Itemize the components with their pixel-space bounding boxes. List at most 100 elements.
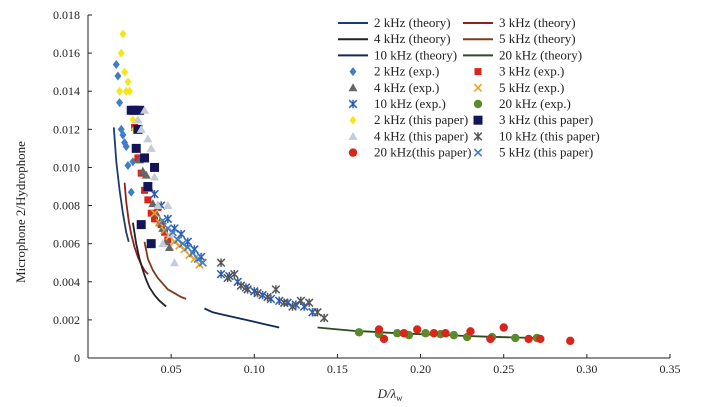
point-10-khz-this-paper — [313, 307, 322, 317]
point-2-khz-exp — [116, 98, 124, 108]
legend-label-5-khz-exp: 5 kHz (exp.) — [499, 80, 564, 95]
point-3-khz-this-paper — [133, 124, 143, 134]
point-3-khz-this-paper — [136, 220, 146, 230]
point-3-khz-this-paper — [150, 162, 160, 172]
point-20-khz-this-paper — [429, 329, 439, 338]
y-tick-label: 0.018 — [53, 8, 80, 22]
point-20-khz-this-paper — [566, 336, 575, 346]
point-3-khz-exp — [147, 209, 155, 217]
y-axis-label: Microphone 2/Hydrophone — [13, 141, 28, 283]
point-10-khz-this-paper — [304, 298, 314, 308]
point-20-khz-exp — [449, 330, 459, 340]
y-tick-label: 0.016 — [53, 46, 80, 60]
point-10-khz-this-paper — [319, 313, 329, 323]
axes: 0.05 0.10 0.15 0.20 0.25 0.30 0.35 0 0.002 0.004 0… — [53, 8, 681, 376]
point-2-khz-this-paper — [121, 67, 129, 77]
x-tick-label: 0.15 — [327, 362, 348, 376]
y-tick-label: 0.008 — [53, 199, 80, 213]
legend-swatch-20-khz-this-paper — [348, 148, 358, 157]
legend-swatch-4-khz-exp — [348, 83, 358, 92]
legend-label-4-khz-this-paper: 4 kHz (this paper) — [374, 128, 468, 143]
point-2-khz-exp — [112, 60, 120, 70]
legend-label-20-khz-this-paper: 20 kHz(this paper) — [374, 145, 471, 160]
point-10-khz-this-paper — [288, 302, 297, 311]
legend-swatch-5-khz-this-paper — [473, 148, 483, 157]
point-2-khz-this-paper — [119, 29, 127, 39]
point-5-khz-this-paper — [178, 239, 187, 248]
legend-label-4-khz-exp: 4 kHz (exp.) — [374, 80, 439, 95]
y-tick-label: 0 — [74, 351, 80, 365]
point-20-khz-this-paper — [399, 329, 409, 338]
x-axis-label: D/λw — [377, 386, 403, 403]
legend-swatch-20-khz-exp — [473, 99, 483, 109]
point-4-khz-this-paper — [133, 115, 143, 124]
point-3-khz-this-paper — [130, 105, 140, 115]
point-10-khz-this-paper — [223, 273, 233, 283]
legend-label-2-khz-exp: 2 kHz (exp.) — [374, 64, 439, 79]
point-2-khz-this-paper — [126, 86, 134, 96]
point-2-khz-exp — [114, 71, 122, 81]
legend-swatch-10-khz-exp — [348, 99, 358, 109]
point-20-khz-this-paper — [441, 329, 450, 338]
point-2-khz-exp — [127, 187, 135, 197]
point-10-khz-exp — [258, 290, 267, 300]
x-tick-label: 0.10 — [244, 362, 265, 376]
legend-label-4-khz-theory: 4 kHz (theory) — [374, 31, 451, 46]
point-10-khz-exp — [150, 189, 159, 199]
point-4-khz-this-paper — [158, 239, 168, 248]
y-tick-label: 0.012 — [53, 122, 80, 136]
point-20-khz-exp — [421, 329, 430, 338]
y-tick-label: 0.002 — [53, 313, 80, 327]
point-2-khz-exp — [119, 130, 127, 140]
legend-label-3-khz-exp: 3 kHz (exp.) — [499, 64, 564, 79]
point-4-khz-exp — [164, 242, 174, 251]
point-4-khz-this-paper — [169, 258, 179, 267]
point-5-khz-exp — [150, 209, 159, 218]
legend-swatch-3-khz-exp — [474, 68, 482, 76]
point-3-khz-exp — [134, 154, 142, 162]
legend-swatch-2-khz-exp — [349, 67, 357, 77]
theory-lines — [112, 127, 541, 339]
series-line-4-khz-theory — [132, 222, 167, 308]
point-5-khz-this-paper — [193, 254, 202, 264]
legend-label-3-khz-theory: 3 kHz (theory) — [499, 15, 576, 30]
point-2-khz-this-paper — [124, 77, 132, 87]
x-tick-label: 0.20 — [410, 362, 431, 376]
point-4-khz-this-paper — [140, 105, 150, 114]
point-10-khz-this-paper — [253, 288, 262, 298]
point-20-khz-this-paper — [524, 334, 533, 344]
legend: 2 kHz (theory) 3 kHz (theory) 4 kHz (theor… — [338, 15, 600, 160]
legend-label-20-khz-exp: 20 kHz (exp.) — [499, 96, 571, 111]
point-10-khz-this-paper — [279, 298, 289, 308]
point-5-khz-this-paper — [163, 224, 172, 233]
point-4-khz-this-paper — [150, 172, 160, 181]
legend-label-2-khz-theory: 2 kHz (theory) — [374, 15, 451, 30]
x-axis-label-main: D/λ — [377, 386, 397, 401]
point-20-khz-exp — [393, 329, 402, 338]
point-3-khz-this-paper — [135, 105, 145, 115]
point-20-khz-exp — [511, 333, 520, 343]
point-4-khz-this-paper — [163, 201, 173, 210]
point-3-khz-this-paper — [140, 153, 150, 163]
point-10-khz-this-paper — [236, 281, 246, 290]
legend-label-10-khz-this-paper: 10 kHz (this paper) — [499, 128, 600, 143]
x-tick-label: 0.35 — [660, 362, 681, 376]
point-10-khz-this-paper — [296, 296, 306, 306]
point-10-khz-this-paper — [243, 285, 252, 294]
point-5-khz-this-paper — [198, 258, 207, 267]
point-10-khz-exp — [274, 296, 284, 306]
legend-label-5-khz-theory: 5 kHz (theory) — [499, 31, 576, 46]
point-3-khz-this-paper — [146, 239, 156, 249]
x-axis-label-sub: w — [396, 393, 402, 403]
x-tick-label: 0.30 — [576, 362, 597, 376]
point-10-khz-this-paper — [230, 269, 239, 279]
legend-label-2-khz-this-paper: 2 kHz (this paper) — [374, 112, 468, 127]
y-tick-label: 0.010 — [53, 160, 80, 174]
point-20-khz-exp — [354, 328, 364, 337]
point-20-khz-this-paper — [379, 334, 389, 344]
point-2-khz-this-paper — [117, 48, 125, 58]
point-20-khz-this-paper — [374, 325, 384, 334]
point-3-khz-this-paper — [143, 182, 153, 191]
point-10-khz-exp — [163, 214, 173, 224]
